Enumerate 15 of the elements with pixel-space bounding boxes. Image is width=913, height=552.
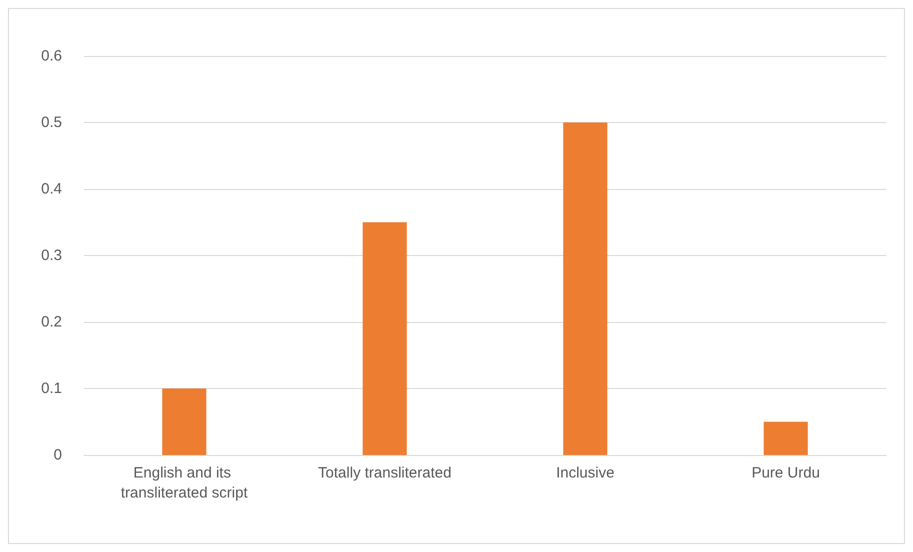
bar — [162, 388, 206, 455]
x-tick-label: Pure Urdu — [752, 464, 820, 482]
bar — [563, 122, 608, 455]
x-tick-label: Inclusive — [556, 464, 614, 482]
y-tick-label: 0.5 — [41, 114, 62, 131]
bar — [362, 222, 407, 455]
y-tick-label: 0.6 — [41, 48, 62, 64]
x-tick-label: Totally transliterated — [318, 464, 452, 482]
y-tick-label: 0 — [54, 446, 62, 464]
y-tick-label: 0.3 — [41, 247, 62, 264]
bar — [764, 422, 808, 455]
y-tick-label: 0.2 — [41, 314, 62, 330]
x-tick-label: English and its transliterated script — [120, 464, 248, 502]
y-tick-label: 0.4 — [41, 180, 62, 198]
y-tick-label: 0.1 — [41, 380, 62, 397]
